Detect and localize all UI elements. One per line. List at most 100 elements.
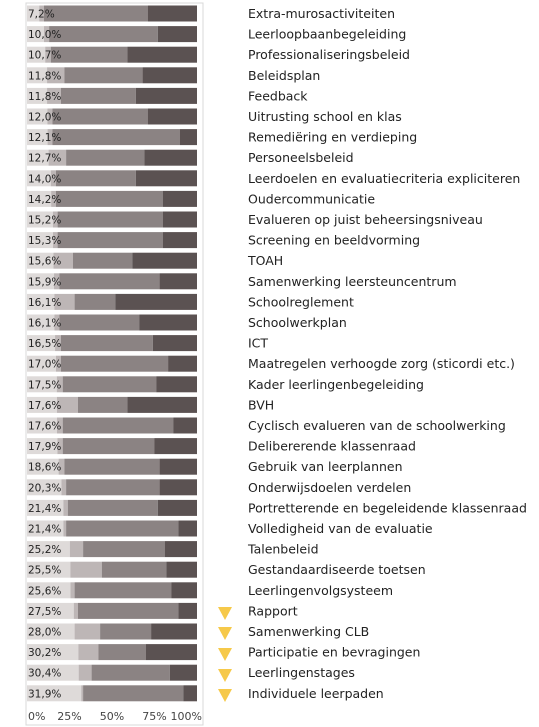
bar-segment: [159, 273, 197, 290]
category-label: Participatie en bevragingen: [248, 645, 420, 660]
bar-segment: [180, 129, 197, 146]
bar-segment: [163, 232, 197, 249]
category-label: Portretterende en begeleidende klassenra…: [248, 500, 527, 515]
bar-segment: [27, 26, 44, 43]
category-label: Remediëring en verdieping: [248, 130, 417, 145]
value-label: 15,2%: [28, 215, 61, 227]
bar-segment: [78, 396, 128, 413]
bar-segment: [27, 252, 54, 269]
category-label: Feedback: [248, 88, 308, 103]
category-label: TOAH: [247, 253, 283, 268]
bar-segment: [53, 252, 73, 269]
bar-segment: [74, 623, 101, 640]
bar-segment: [47, 108, 53, 125]
category-label: Volledigheid van de evaluatie: [248, 521, 433, 536]
category-label: Leerloopbaanbegeleiding: [248, 27, 406, 42]
bar-segment: [27, 67, 48, 84]
category-label: Extra-murosactiviteiten: [248, 6, 395, 21]
bar-segment: [57, 438, 63, 455]
bar-segment: [56, 396, 78, 413]
bar-segment: [127, 396, 197, 413]
bar-segment: [27, 561, 71, 578]
arrow: [218, 627, 232, 640]
bar-segment: [47, 129, 53, 146]
value-label: 12,0%: [28, 112, 61, 124]
bar-segment: [27, 417, 57, 434]
bar-segment: [135, 170, 197, 187]
value-label: 25,5%: [28, 565, 61, 577]
bar-segment: [63, 520, 67, 537]
value-label: 11,8%: [28, 91, 61, 103]
bar-segment: [164, 541, 197, 558]
bar-segment: [27, 108, 48, 125]
bar-segment: [156, 376, 197, 393]
x-tick-label: 0%: [28, 710, 45, 723]
bar-segment: [83, 685, 184, 702]
value-label: 21,4%: [28, 503, 61, 515]
bar-segment: [45, 46, 51, 63]
category-label: Leerlingenvolgsysteem: [248, 583, 393, 598]
bar-segment: [78, 644, 99, 661]
bar-segment: [27, 149, 49, 166]
bar-segment: [48, 149, 67, 166]
bar-segment: [27, 273, 55, 290]
bar-segment: [27, 335, 56, 352]
bar-segment: [52, 211, 58, 228]
bar-segment: [146, 644, 197, 661]
bar-segment: [163, 211, 197, 228]
category-label: Professionaliseringsbeleid: [248, 47, 410, 62]
bar-segment: [173, 417, 197, 434]
bar-segment: [98, 644, 146, 661]
category-label: BVH: [248, 397, 274, 412]
bar-segment: [135, 87, 197, 104]
bar-segment: [147, 108, 197, 125]
bar-segment: [63, 499, 68, 516]
bar-segment: [178, 520, 197, 537]
bar-segment: [163, 190, 197, 207]
bar-segment: [139, 314, 197, 331]
value-label: 25,6%: [28, 585, 61, 597]
category-label: ICT: [248, 336, 268, 351]
bar-segment: [49, 26, 158, 43]
value-label: 10,0%: [28, 29, 61, 41]
bar-segment: [53, 232, 58, 249]
bar-segment: [51, 190, 56, 207]
bar-segment: [54, 314, 60, 331]
bar-segment: [127, 46, 197, 63]
bar-segment: [69, 541, 84, 558]
bar-segment: [27, 520, 64, 537]
bar-segment: [56, 417, 63, 434]
value-label: 21,4%: [28, 524, 61, 536]
value-label: 31,9%: [28, 688, 61, 700]
bar-segment: [62, 438, 155, 455]
value-label: 12,1%: [28, 132, 61, 144]
value-label: 16,1%: [28, 318, 61, 330]
arrow: [218, 648, 232, 661]
value-label: 16,5%: [28, 338, 61, 350]
value-label: 27,5%: [28, 606, 61, 618]
value-label: 25,2%: [28, 544, 61, 556]
value-label: 28,0%: [28, 627, 61, 639]
bar-segment: [168, 355, 197, 372]
arrow: [218, 689, 232, 702]
bar-segment: [55, 355, 61, 372]
bar-segment: [67, 499, 158, 516]
bar-segment: [44, 26, 50, 43]
value-label: 15,3%: [28, 235, 61, 247]
bar-segment: [100, 623, 152, 640]
bar-segment: [27, 314, 55, 331]
bar-segment: [27, 664, 79, 681]
bar-segment: [27, 623, 75, 640]
bar-segment: [159, 458, 197, 475]
category-label: Delibererende klassenraad: [248, 439, 416, 454]
bar-segment: [61, 355, 169, 372]
bar-segment: [27, 602, 74, 619]
bar-segment: [55, 190, 163, 207]
bar-segment: [74, 293, 116, 310]
value-label: 17,6%: [28, 400, 61, 412]
bar-segment: [27, 458, 59, 475]
bar-segment: [27, 396, 57, 413]
x-tick-label: 75%: [142, 710, 166, 723]
bar-segment: [27, 541, 70, 558]
value-label: 17,9%: [28, 441, 61, 453]
